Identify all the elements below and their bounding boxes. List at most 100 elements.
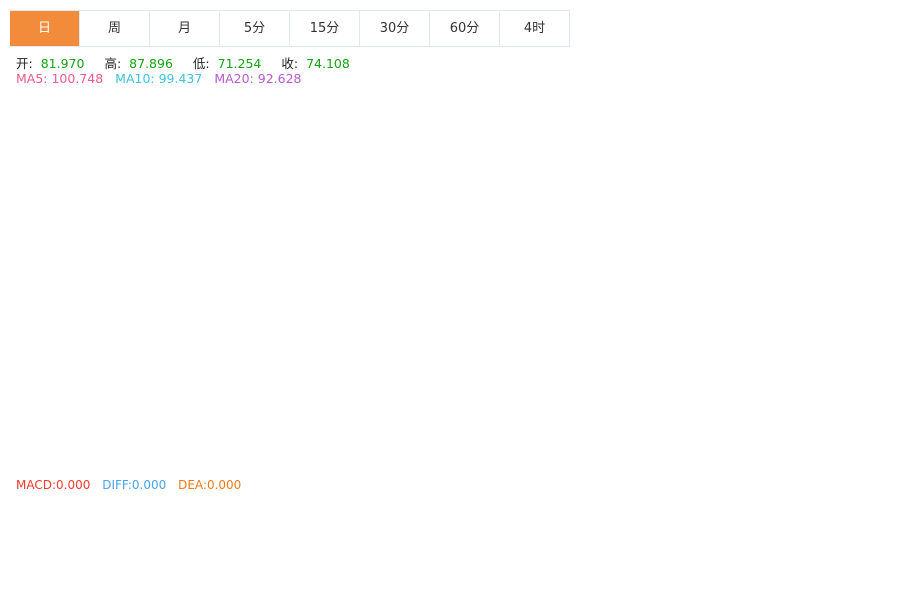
macd-bar [487,541,497,557]
candle-down [127,429,137,435]
candle-up [535,331,545,335]
price-tick-label: 119.458 [845,97,895,111]
price-tick-label: 46.257 [845,457,887,471]
macd-bar [439,549,449,557]
tab-1[interactable]: 周 [80,11,150,46]
candle-up [79,453,89,457]
candle-up [547,314,557,331]
tab-4[interactable]: 15分 [290,11,360,46]
current-price-label: 74.108 [843,320,885,334]
candle-down [643,232,653,238]
candle-down [427,366,437,371]
candle-up [439,361,449,371]
candle-up [295,403,305,405]
macd-tick-label: -1.176 [845,556,884,570]
dea-value: DEA:0.000 [178,478,242,492]
macd-bar [223,555,233,557]
macd-tick-label: 8.833 [845,497,879,511]
candle-up [343,392,353,406]
price-tick-label: 95.058 [845,217,887,231]
candle-up [367,379,377,390]
candle-up [451,351,461,361]
candle-up [55,455,65,461]
tab-2[interactable]: 月 [150,11,220,46]
macd-bar [319,549,329,557]
price-tick-label: 125.558 [845,67,895,81]
candle-up [259,413,269,429]
low-value: 71.254 [217,56,262,71]
candle-down [31,452,41,456]
candle-down [307,403,317,412]
macd-bar [463,547,473,557]
candle-down [151,441,161,444]
candle-up [631,232,641,265]
macd-bar [79,556,89,558]
macd-bar [355,548,365,557]
tab-7[interactable]: 4时 [500,11,570,46]
price-tick-label: 113.358 [845,127,895,141]
macd-bar [283,547,293,557]
ma5-line [12,148,793,458]
candle-up [163,441,173,445]
macd-tick-label: 3.828 [845,527,879,541]
macd-bar [367,547,377,557]
low-label: 低: [192,56,210,71]
candle-up [67,455,77,458]
candle-up [211,440,221,446]
high-value: 87.896 [129,56,173,71]
candle-down [691,226,701,234]
macd-bar [139,551,149,557]
macd-bar [427,549,437,557]
macd-bar [655,543,665,557]
candle-down [523,316,533,341]
ma20-line [12,234,793,457]
tab-5[interactable]: 30分 [360,11,430,46]
candle-up [487,301,497,334]
macd-bar [643,541,653,557]
macd-bar [787,556,797,583]
tab-0[interactable]: 日 [10,11,80,46]
dea-line [12,501,793,558]
chart-frame [9,45,836,603]
candle-down [379,379,389,389]
high-label: 高: [104,56,122,71]
price-tick-label: 70.657 [845,337,887,351]
tab-3[interactable]: 5分 [220,11,290,46]
price-tick-label: 76.757 [845,307,887,321]
candle-down [655,237,665,250]
macd-bar [727,543,737,557]
candle-down [199,441,209,446]
ma-readout: MA5: 100.748 MA10: 99.437 MA20: 92.628 [16,71,309,86]
candle-down [763,120,773,123]
macd-bar [715,544,725,557]
price-tick-label: 82.858 [845,277,887,291]
macd-bar [379,549,389,557]
candle-up [511,316,521,337]
macd-bar [451,548,461,557]
price-tick-label: 88.958 [845,247,887,261]
candle-up [391,376,401,389]
macd-bar [475,546,485,557]
candle-up [667,226,677,246]
macd-bar [583,553,593,557]
macd-bar [235,554,245,557]
candle-up [223,438,233,442]
macd-bar [67,556,77,558]
open-value: 81.970 [40,56,85,71]
macd-bar [667,543,677,557]
candle-up [595,299,605,316]
macd-bar [619,547,629,557]
tab-6[interactable]: 60分 [430,11,500,46]
candle-up [283,404,293,408]
candle-up [7,452,17,459]
macd-bar [595,553,605,557]
macd-bar [199,555,209,557]
macd-bar [403,549,413,557]
candle-up [355,386,365,396]
macd-bar [547,552,557,557]
macd-bar [163,553,173,557]
macd-bar [331,550,341,557]
macd-bar [295,546,305,557]
candle-down [403,376,413,380]
